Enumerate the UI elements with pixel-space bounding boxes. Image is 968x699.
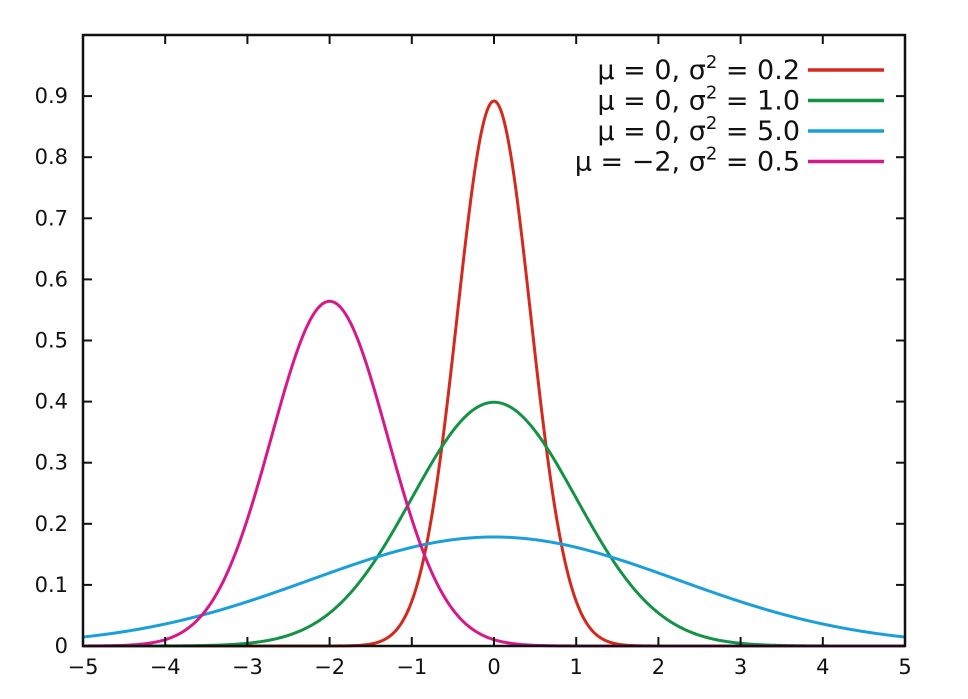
x-tick-label: 4 <box>816 655 829 679</box>
y-tick-label: 0.9 <box>35 84 68 108</box>
x-tick-label: 0 <box>487 655 500 679</box>
y-tick-label: 0.2 <box>35 512 68 536</box>
legend: μ = 0, σ2 = 0.2μ = 0, σ2 = 1.0μ = 0, σ2 … <box>575 52 884 178</box>
series-line-0 <box>83 99 905 648</box>
y-tick-label: 0.6 <box>35 267 68 291</box>
y-tick-label: 0.1 <box>35 573 68 597</box>
legend-label-1: μ = 0, σ2 = 1.0 <box>597 83 800 117</box>
series-line-2 <box>82 535 906 639</box>
series-line-3 <box>82 299 905 648</box>
x-tick-label: 1 <box>570 655 583 679</box>
x-tick-label: −4 <box>150 655 181 679</box>
y-tick-label: 0 <box>55 634 68 658</box>
y-tick-label: 0.7 <box>35 206 68 230</box>
y-tick-label: 0.8 <box>35 145 68 169</box>
legend-label-3: μ = −2, σ2 = 0.5 <box>575 144 800 178</box>
x-tick-label: −3 <box>232 655 263 679</box>
y-tick-label: 0.4 <box>35 390 68 414</box>
y-tick-label: 0.5 <box>35 329 68 353</box>
x-tick-label: 2 <box>652 655 665 679</box>
legend-label-2: μ = 0, σ2 = 5.0 <box>597 113 800 147</box>
x-tick-label: −5 <box>68 655 99 679</box>
y-tick-label: 0.3 <box>35 451 68 475</box>
x-tick-label: −1 <box>396 655 427 679</box>
x-tick-label: 5 <box>898 655 911 679</box>
legend-label-0: μ = 0, σ2 = 0.2 <box>597 52 800 86</box>
axes-layer: −5 −4 −3 −2 −1 0 1 2 3 4 5 0 0.1 0.2 0.3 0.4 0.5 0.6 0.7 0.… <box>35 33 912 679</box>
curves-layer <box>82 99 906 648</box>
x-tick-label: 3 <box>734 655 747 679</box>
x-tick-label: −2 <box>314 655 345 679</box>
